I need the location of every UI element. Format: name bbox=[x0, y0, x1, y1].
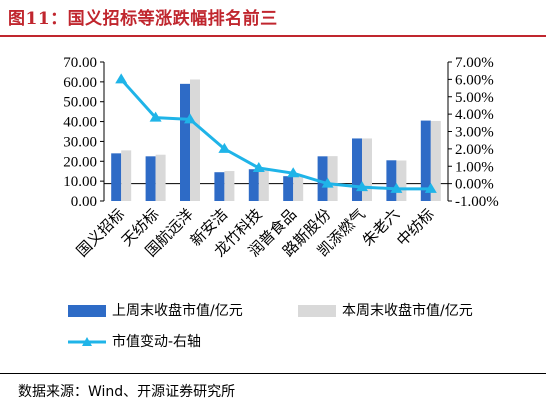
left-tick-label: 10.00 bbox=[63, 174, 97, 190]
bar-last-week bbox=[352, 138, 362, 201]
source-divider bbox=[0, 373, 546, 374]
right-tick-label: 5.00% bbox=[455, 90, 494, 106]
left-tick-label: 50.00 bbox=[63, 95, 97, 111]
legend-item-this-week: 本周末收盘市值/亿元 bbox=[298, 300, 473, 320]
legend-swatch-last-week bbox=[68, 305, 106, 317]
legend-label-this-week: 本周末收盘市值/亿元 bbox=[342, 303, 473, 319]
bar-last-week bbox=[283, 176, 294, 201]
bar-last-week bbox=[145, 156, 156, 201]
change-point bbox=[321, 177, 334, 188]
legend-item-change: 市值变动-右轴 bbox=[68, 331, 201, 351]
change-point bbox=[149, 111, 162, 122]
left-tick-label: 0.00 bbox=[71, 194, 97, 210]
bar-last-week bbox=[420, 120, 431, 201]
legend-label-last-week: 上周末收盘市值/亿元 bbox=[112, 303, 243, 319]
legend-swatch-change bbox=[68, 337, 106, 346]
right-tick-label: 4.00% bbox=[455, 107, 494, 123]
change-point bbox=[115, 73, 128, 84]
left-tick-label: 40.00 bbox=[63, 115, 97, 131]
bar-last-week bbox=[386, 160, 397, 201]
bar-this-week bbox=[293, 175, 304, 201]
bar-this-week bbox=[190, 79, 200, 201]
bar-last-week bbox=[248, 169, 259, 201]
source-note: 数据来源：Wind、开源证券研究所 bbox=[18, 384, 236, 400]
category-label: 中纺标 bbox=[393, 205, 438, 250]
bar-this-week bbox=[430, 120, 441, 201]
chart-area: 0.00 10.00 20.00 30.00 40.00 50.00 60.00 70.00 -… bbox=[63, 55, 499, 260]
bar-this-week bbox=[121, 150, 132, 201]
change-point bbox=[287, 167, 300, 178]
category-label: 朱老六 bbox=[359, 205, 404, 250]
legend-label-change: 市值变动-右轴 bbox=[112, 334, 202, 350]
bar-this-week bbox=[362, 138, 372, 201]
right-tick-label: 2.00% bbox=[455, 142, 494, 158]
bar-last-week bbox=[180, 83, 190, 201]
bar-last-week bbox=[214, 172, 225, 201]
change-point bbox=[252, 161, 265, 172]
bar-this-week bbox=[258, 168, 269, 201]
change-point bbox=[356, 181, 368, 192]
left-tick-label: 70.00 bbox=[63, 55, 97, 71]
right-tick-label: 7.00% bbox=[455, 55, 494, 71]
bar-last-week bbox=[317, 156, 328, 201]
right-tick-label: 0.00% bbox=[455, 177, 494, 193]
bar-last-week bbox=[111, 153, 122, 201]
bar-this-week bbox=[327, 156, 338, 201]
change-point bbox=[390, 182, 403, 193]
category-label: 国义招标 bbox=[73, 205, 128, 260]
change-line bbox=[120, 78, 431, 191]
change-point bbox=[184, 113, 196, 124]
change-point bbox=[424, 182, 437, 193]
left-tick-label: 30.00 bbox=[63, 134, 97, 150]
figure-title: 图11：国义招标等涨跌幅排名前三 bbox=[8, 9, 278, 29]
legend-swatch-this-week bbox=[298, 305, 336, 317]
bar-this-week bbox=[224, 171, 235, 201]
bar-this-week bbox=[396, 160, 407, 201]
right-tick-label: 6.00% bbox=[455, 72, 494, 88]
title-divider bbox=[0, 35, 546, 37]
right-tick-label: 1.00% bbox=[455, 159, 494, 175]
legend-item-last-week: 上周末收盘市值/亿元 bbox=[68, 300, 243, 320]
right-tick-label: -1.00% bbox=[455, 194, 499, 210]
bar-this-week bbox=[155, 154, 166, 201]
change-point bbox=[218, 142, 231, 153]
right-tick-label: 3.00% bbox=[455, 125, 494, 141]
left-tick-label: 60.00 bbox=[63, 75, 97, 91]
left-tick-label: 20.00 bbox=[63, 154, 97, 170]
